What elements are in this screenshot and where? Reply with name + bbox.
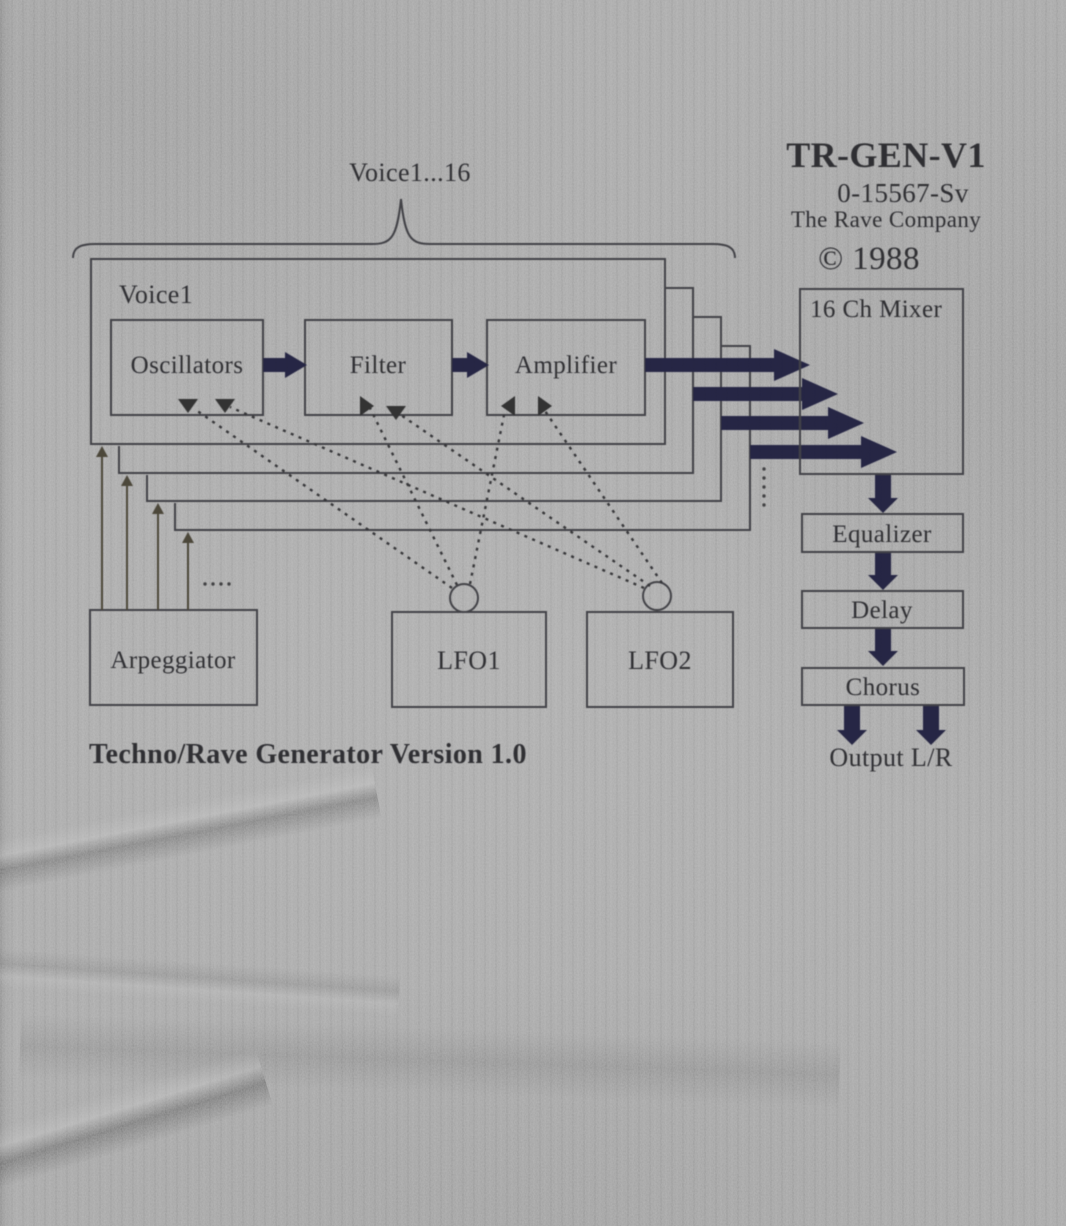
arrow-output-right bbox=[916, 705, 946, 745]
lfo2-label: LFO2 bbox=[628, 646, 692, 675]
dot bbox=[219, 582, 223, 586]
arrow-mixer-to-equalizer bbox=[868, 474, 898, 513]
dot bbox=[762, 476, 766, 480]
arpeggiator-label: Arpeggiator bbox=[110, 647, 235, 674]
arrow-equalizer-to-delay bbox=[868, 552, 898, 590]
model-name-text: TR-GEN-V1 bbox=[786, 135, 986, 175]
arpeggiator-box bbox=[89, 609, 258, 706]
mixer-label: 16 Ch Mixer bbox=[810, 296, 942, 323]
delay-box bbox=[801, 590, 964, 629]
copyright-text: © 1988 bbox=[818, 241, 920, 277]
voice2-box bbox=[118, 287, 694, 474]
equalizer-label: Equalizer bbox=[832, 521, 932, 548]
arrow-filter-to-amp bbox=[452, 352, 489, 378]
arrow-voice3-to-mixer bbox=[721, 407, 864, 439]
voice1-box bbox=[90, 258, 666, 445]
arrow-voice4-to-mixer bbox=[750, 436, 897, 468]
arrow-delay-to-chorus bbox=[868, 628, 898, 666]
mod-lfo2-to-oscillators bbox=[229, 405, 645, 590]
amplifier-label: Amplifier bbox=[515, 352, 617, 379]
serial-number-text: 0-15567-Sv bbox=[837, 178, 969, 208]
arrow-voice1-to-mixer bbox=[645, 349, 810, 381]
arpeggiator-to-voices-lines bbox=[96, 446, 194, 610]
dot bbox=[762, 494, 766, 498]
voices-brace bbox=[72, 198, 736, 259]
lfo2-output-node bbox=[642, 581, 672, 611]
chorus-box bbox=[801, 667, 965, 706]
dot bbox=[203, 582, 207, 586]
company-name-text: The Rave Company bbox=[791, 207, 981, 232]
output-label: Output L/R bbox=[829, 743, 952, 772]
voice4-box bbox=[174, 345, 751, 531]
dot bbox=[227, 582, 231, 586]
lfo1-label: LFO1 bbox=[437, 646, 501, 675]
signal-arrows bbox=[263, 349, 946, 745]
printed-artwork: TR-GEN-V1 0-15567-Sv The Rave Company © … bbox=[72, 135, 986, 772]
mod-lfo1-to-filter bbox=[368, 407, 459, 586]
dot bbox=[762, 467, 766, 471]
mod-lfo2-to-amplifier bbox=[542, 407, 663, 584]
arrow-output-left bbox=[837, 705, 867, 745]
modulation-lines bbox=[178, 396, 663, 590]
lfo2-box bbox=[586, 611, 734, 708]
voice3-box bbox=[146, 316, 722, 502]
dot bbox=[762, 503, 766, 507]
mod-lfo1-to-oscillators bbox=[195, 409, 453, 589]
lfo1-output-node bbox=[449, 583, 479, 613]
arrow-voice2-to-mixer bbox=[693, 378, 838, 410]
filter-label: Filter bbox=[350, 352, 407, 379]
voices-brace-label: Voice1...16 bbox=[349, 158, 471, 187]
more-voices-dots-horizontal bbox=[203, 582, 231, 586]
dot bbox=[762, 485, 766, 489]
mixer-box bbox=[799, 288, 964, 475]
chorus-label: Chorus bbox=[846, 674, 921, 701]
equalizer-box bbox=[801, 513, 964, 553]
oscillators-label: Oscillators bbox=[131, 352, 244, 379]
more-voices-dots-vertical bbox=[762, 467, 766, 507]
product-caption: Techno/Rave Generator Version 1.0 bbox=[89, 739, 527, 770]
delay-label: Delay bbox=[851, 597, 913, 624]
voice1-label: Voice1 bbox=[119, 280, 193, 309]
arrow-osc-to-filter bbox=[263, 352, 307, 378]
dot bbox=[211, 582, 215, 586]
